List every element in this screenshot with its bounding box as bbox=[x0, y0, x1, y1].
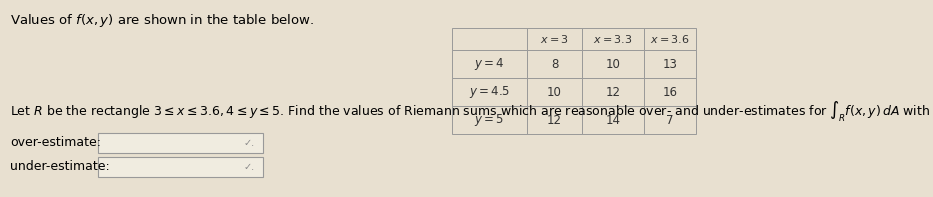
FancyBboxPatch shape bbox=[527, 50, 582, 78]
Text: 7: 7 bbox=[666, 113, 674, 126]
Text: Values of $f(x, y)$ are shown in the table below.: Values of $f(x, y)$ are shown in the tab… bbox=[10, 12, 313, 29]
Text: $y=4.5$: $y=4.5$ bbox=[469, 84, 510, 100]
FancyBboxPatch shape bbox=[644, 106, 696, 134]
Text: 10: 10 bbox=[606, 58, 620, 71]
Text: 12: 12 bbox=[547, 113, 562, 126]
Text: Let $R$ be the rectangle $3 \leq x \leq 3.6, 4 \leq y \leq 5$. Find the values o: Let $R$ be the rectangle $3 \leq x \leq … bbox=[10, 100, 933, 124]
FancyBboxPatch shape bbox=[582, 78, 644, 106]
Text: ✓.: ✓. bbox=[244, 162, 255, 172]
FancyBboxPatch shape bbox=[452, 78, 527, 106]
Text: 14: 14 bbox=[606, 113, 620, 126]
Text: $y=5$: $y=5$ bbox=[475, 112, 505, 128]
Text: ✓.: ✓. bbox=[244, 138, 255, 148]
FancyBboxPatch shape bbox=[527, 106, 582, 134]
FancyBboxPatch shape bbox=[98, 133, 263, 153]
FancyBboxPatch shape bbox=[582, 28, 644, 50]
FancyBboxPatch shape bbox=[98, 157, 263, 177]
Text: over-estimate:: over-estimate: bbox=[10, 137, 101, 150]
Text: 16: 16 bbox=[662, 85, 677, 98]
FancyBboxPatch shape bbox=[452, 50, 527, 78]
FancyBboxPatch shape bbox=[452, 106, 527, 134]
Text: 8: 8 bbox=[550, 58, 558, 71]
Text: $x=3.3$: $x=3.3$ bbox=[593, 33, 633, 45]
Text: under-estimate:: under-estimate: bbox=[10, 161, 110, 174]
FancyBboxPatch shape bbox=[527, 28, 582, 50]
Text: 13: 13 bbox=[662, 58, 677, 71]
Text: 12: 12 bbox=[606, 85, 620, 98]
FancyBboxPatch shape bbox=[644, 28, 696, 50]
Text: $x=3$: $x=3$ bbox=[540, 33, 569, 45]
FancyBboxPatch shape bbox=[452, 28, 527, 50]
Text: 10: 10 bbox=[547, 85, 562, 98]
FancyBboxPatch shape bbox=[644, 50, 696, 78]
FancyBboxPatch shape bbox=[644, 78, 696, 106]
FancyBboxPatch shape bbox=[582, 50, 644, 78]
Text: $y=4$: $y=4$ bbox=[474, 56, 505, 72]
Text: $x=3.6$: $x=3.6$ bbox=[650, 33, 689, 45]
FancyBboxPatch shape bbox=[582, 106, 644, 134]
FancyBboxPatch shape bbox=[527, 78, 582, 106]
